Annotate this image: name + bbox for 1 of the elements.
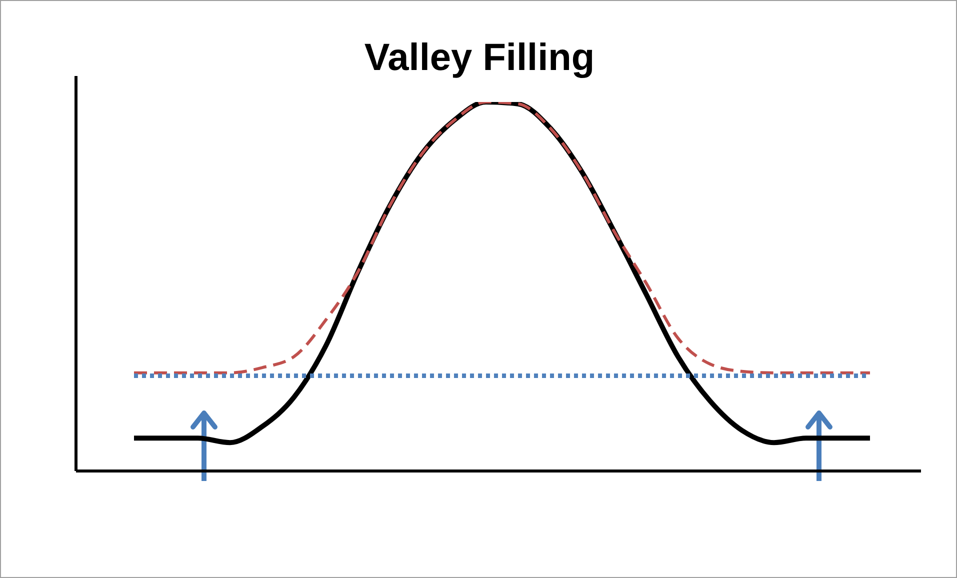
chart-title: Valley Filling <box>363 37 596 80</box>
